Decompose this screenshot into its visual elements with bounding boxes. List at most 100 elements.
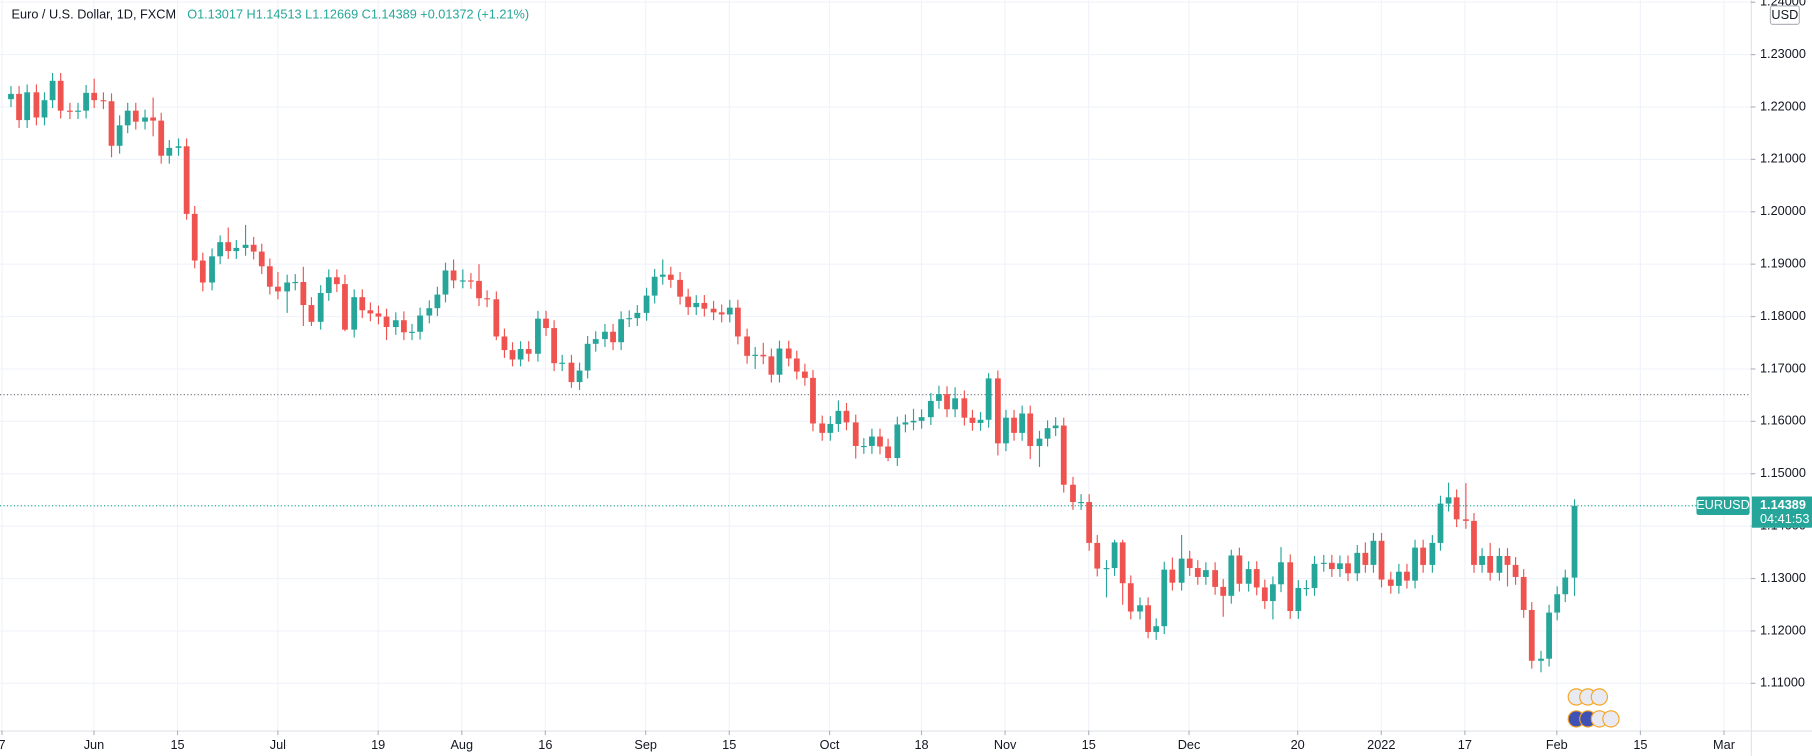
candle-body: [885, 446, 891, 459]
candle-body: [359, 297, 366, 311]
candle-body: [1137, 605, 1143, 612]
candle-body: [166, 147, 173, 156]
x-tick-label: 16: [538, 737, 552, 752]
y-tick-label: 1.23000: [1760, 46, 1806, 61]
candle-body: [209, 256, 215, 283]
candles: [8, 72, 1578, 673]
candle-body: [918, 417, 925, 421]
candle-body: [1027, 413, 1034, 446]
y-tick-label: 1.18000: [1760, 308, 1806, 323]
candle-body: [985, 378, 992, 420]
candle-body: [969, 417, 976, 423]
candle-body: [819, 423, 826, 433]
candle-body: [49, 80, 56, 101]
price-badge: [1751, 496, 1812, 528]
candle-body: [551, 328, 558, 364]
candle-body: [242, 244, 249, 248]
candle-body: [827, 423, 834, 433]
candle-body: [8, 93, 14, 100]
candle-body: [1287, 562, 1294, 612]
candle-body: [33, 92, 40, 118]
candle-body: [1420, 547, 1427, 565]
candle-body: [142, 117, 148, 122]
x-tick-label: 17: [1458, 737, 1472, 752]
candle-body: [1437, 503, 1444, 543]
candle-body: [1202, 570, 1209, 577]
x-tick-label: 18: [914, 737, 928, 752]
candle-body: [685, 296, 692, 308]
x-tick-label: Nov: [994, 737, 1017, 752]
event-icon: [1602, 710, 1620, 728]
candle-body: [785, 348, 792, 359]
candle-body: [1270, 584, 1276, 602]
x-tick-label: Mar: [1713, 737, 1736, 752]
candle-body: [961, 398, 968, 418]
candle-body: [894, 424, 901, 459]
candle-body: [618, 319, 625, 343]
candle-body: [468, 280, 474, 282]
candle-body: [41, 100, 48, 118]
candle-body: [726, 307, 733, 315]
candle-body: [100, 100, 107, 102]
x-tick-label: Aug: [450, 737, 473, 752]
candle-body: [869, 436, 875, 446]
candle-body: [417, 315, 423, 332]
reference-lines: [0, 394, 1751, 507]
candle-body: [175, 146, 182, 148]
candle-body: [1011, 417, 1017, 433]
candle-body: [1504, 555, 1511, 565]
candle-body: [116, 125, 123, 146]
candle-body: [1311, 563, 1318, 588]
ohlc-legend: O1.13017 H1.14513 L1.12669 C1.14389 +0.0…: [187, 6, 529, 21]
candle-body: [1094, 542, 1101, 569]
candle-body: [677, 279, 683, 297]
currency-label[interactable]: USD: [1771, 7, 1798, 22]
candle-body: [1320, 562, 1327, 564]
candle-body: [1003, 417, 1009, 444]
candle-body: [308, 305, 315, 322]
candle-body: [1303, 587, 1310, 590]
x-tick-label: 15: [722, 737, 736, 752]
candle-body: [944, 394, 950, 410]
y-tick-label: 1.19000: [1760, 256, 1806, 271]
candle-body: [852, 422, 859, 446]
candle-body: [1429, 542, 1436, 565]
candle-body: [1520, 576, 1527, 610]
candle-body: [57, 80, 64, 111]
candle-body: [626, 318, 633, 320]
candle-body: [1078, 502, 1084, 504]
candle-body: [1245, 569, 1252, 584]
candle-body: [651, 276, 658, 296]
candle-body: [351, 297, 358, 330]
candle-body: [300, 281, 307, 306]
x-tick-label: Jul: [270, 737, 286, 752]
candle-body: [1212, 570, 1219, 587]
x-tick-label: Sep: [634, 737, 657, 752]
candle-body: [434, 294, 441, 309]
x-tick-label: Feb: [1546, 737, 1568, 752]
y-tick-label: 1.22000: [1760, 98, 1806, 113]
candle-body: [768, 356, 775, 375]
candle-body: [1145, 605, 1151, 632]
candle-body: [710, 308, 717, 313]
x-tick-label: 15: [1633, 737, 1647, 752]
candle-body: [383, 316, 390, 328]
candle-body: [568, 362, 575, 383]
candle-body: [284, 282, 291, 292]
candle-body: [667, 274, 674, 280]
candle-body: [1103, 568, 1110, 570]
candle-body: [693, 302, 700, 308]
candle-body: [927, 400, 934, 418]
candle-body: [450, 270, 457, 281]
candle-body: [610, 331, 616, 343]
candle-body: [1036, 438, 1043, 446]
candle-body: [1453, 497, 1460, 520]
currency-box[interactable]: [1769, 5, 1800, 25]
candle-body: [1528, 609, 1535, 661]
candle-body: [1278, 562, 1284, 585]
candle-body: [1362, 552, 1369, 565]
y-tick-label: 1.12000: [1760, 622, 1806, 637]
candle-body: [233, 247, 240, 252]
candle-body: [1487, 555, 1494, 573]
